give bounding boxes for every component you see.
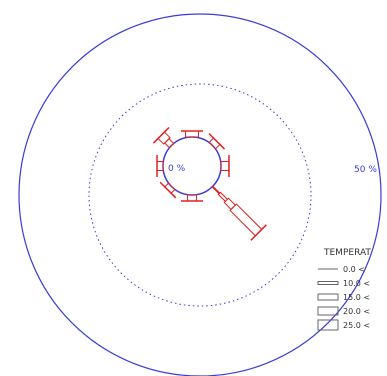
legend: TEMPERAT 0.0 < 10.0 < 15.0 < 20.0 < 25.0 < <box>317 248 371 331</box>
legend-label: 25.0 < <box>343 321 370 330</box>
petal-cap <box>208 132 226 150</box>
middle-ring-25 <box>88 83 312 307</box>
petal-s <box>181 194 203 202</box>
legend-swatch <box>317 293 339 301</box>
petal-segment <box>211 185 221 195</box>
petal-e <box>220 155 230 177</box>
petal-segment <box>229 203 263 237</box>
legend-title: TEMPERAT <box>323 248 371 258</box>
petal-sw <box>159 181 177 199</box>
petal-w <box>156 155 164 177</box>
wind-petals <box>152 126 267 241</box>
petal-segment <box>157 131 171 145</box>
petal-ne <box>208 132 226 150</box>
legend-label: 0.0 < <box>343 265 365 274</box>
petal-segment <box>223 197 237 211</box>
legend-label: 10.0 < <box>343 279 370 288</box>
petal-segment <box>164 138 175 149</box>
legend-swatch <box>317 281 339 285</box>
legend-swatch <box>317 319 339 331</box>
outer-ring-50 <box>18 13 382 376</box>
petal-cap <box>159 181 177 199</box>
petal-segment <box>185 130 199 138</box>
petal-segment <box>220 161 230 171</box>
outer-ring-label: 50 % <box>354 165 377 175</box>
petal-se <box>211 185 267 241</box>
legend-label: 15.0 < <box>343 293 370 302</box>
petal-segment <box>187 194 197 202</box>
legend-label: 20.0 < <box>343 307 370 316</box>
petal-n <box>181 130 203 138</box>
petal-cap <box>152 126 170 144</box>
petal-cap <box>250 224 267 241</box>
center-label: 0 % <box>168 164 186 174</box>
petal-segment <box>156 161 164 171</box>
legend-swatch <box>317 306 339 316</box>
petal-nw <box>152 126 175 149</box>
